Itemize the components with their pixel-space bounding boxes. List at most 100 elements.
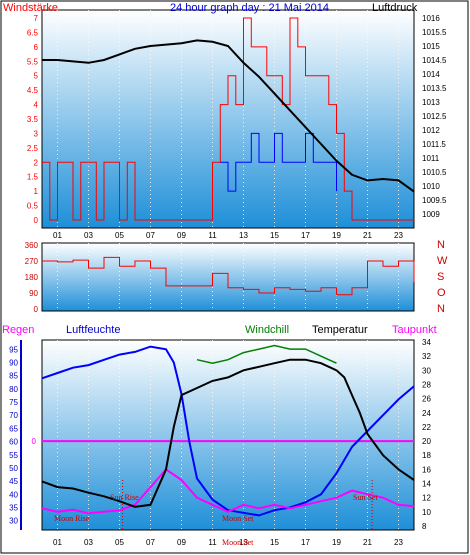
right-tick-label: 1013 (422, 98, 440, 107)
left-tick-label: 5 (34, 72, 39, 81)
right-tick-label: 1010.5 (422, 168, 447, 177)
rain-tick-label: 0 (32, 437, 37, 446)
dewpoint-label: Taupunkt (392, 324, 437, 336)
left-tick-label: 4.5 (27, 86, 39, 95)
x-tick-label: 13 (239, 231, 248, 240)
wind-strength-label: Windstärke (3, 2, 58, 14)
compass-label: S (437, 271, 444, 283)
x-tick-label: 01 (53, 538, 62, 547)
right-tick-label: 1016 (422, 14, 440, 23)
direction-tick-label: 180 (25, 273, 39, 282)
humidity-tick-label: 55 (9, 451, 18, 460)
right-tick-label: 1015.5 (422, 28, 447, 37)
x-tick-label: 21 (363, 538, 372, 547)
temperature-tick-label: 22 (422, 423, 431, 432)
direction-tick-label: 270 (25, 257, 39, 266)
temperature-tick-label: 30 (422, 366, 431, 375)
temp-humidity-panel: 30 35 40 45 50 55 60 65 70 75 80 85 90 95 0 8 10 12 14 16 1… (2, 324, 437, 547)
temperature-tick-label: 16 (422, 465, 431, 474)
humidity-tick-label: 40 (9, 490, 18, 499)
x-tick-label: 19 (332, 538, 341, 547)
temperature-tick-label: 24 (422, 409, 431, 418)
wind-pressure-plot-area (41, 9, 415, 229)
moon-set-annotation-bottom: Moon Set (222, 538, 254, 547)
x-tick-label: 07 (146, 538, 155, 547)
x-tick-label: 11 (208, 231, 217, 240)
wind-pressure-panel: 0 0.5 1 1.5 2 2.5 3 3.5 4 4.5 5 5.5 6 6.5 7 1009 1009.5… (3, 2, 447, 240)
temperature-tick-label: 20 (422, 437, 431, 446)
temperature-tick-label: 10 (422, 508, 431, 517)
temperature-tick-label: 12 (422, 494, 431, 503)
temperature-label: Temperatur (312, 324, 368, 336)
chart-title: 24 hour graph day : 21 Mai 2014 (170, 2, 329, 14)
humidity-tick-label: 50 (9, 464, 18, 473)
left-tick-label: 2 (34, 158, 39, 167)
x-tick-label: 23 (394, 231, 403, 240)
compass-label: W (437, 255, 448, 267)
dewpoint-series (41, 468, 415, 515)
wind-average-series (220, 132, 337, 192)
right-tick-label: 1012 (422, 126, 440, 135)
left-tick-label: 2.5 (27, 144, 39, 153)
left-tick-label: 5.5 (27, 57, 39, 66)
right-tick-label: 1010 (422, 182, 440, 191)
pressure-series (42, 39, 415, 193)
rain-label: Regen (2, 324, 34, 336)
right-tick-label: 1011 (422, 154, 440, 163)
moon-rise-annotation: Moon Rise (54, 514, 90, 523)
right-tick-label: 1015 (422, 42, 440, 51)
direction-tick-label: 360 (25, 241, 39, 250)
left-tick-label: 7 (34, 14, 39, 23)
moon-set-annotation: Moon Set (222, 514, 254, 523)
left-tick-label: 1 (34, 187, 39, 196)
left-tick-label: 0.5 (27, 202, 39, 211)
right-tick-label: 1014 (422, 70, 440, 79)
left-tick-label: 1.5 (27, 173, 39, 182)
compass-label: O (437, 287, 446, 299)
wind-gust-series (42, 17, 414, 221)
pressure-label: Luftdruck (372, 2, 418, 14)
left-tick-label: 6 (34, 43, 39, 52)
temp-humidity-plot-area (41, 339, 415, 531)
x-tick-label: 05 (115, 231, 124, 240)
temperature-tick-label: 28 (422, 380, 431, 389)
humidity-tick-label: 35 (9, 504, 18, 513)
humidity-tick-label: 95 (9, 345, 18, 354)
temperature-tick-label: 32 (422, 352, 431, 361)
x-tick-label: 09 (177, 231, 186, 240)
right-tick-label: 1009.5 (422, 196, 447, 205)
x-tick-label: 17 (301, 231, 310, 240)
temperature-tick-label: 8 (422, 522, 427, 531)
x-tick-label: 07 (146, 231, 155, 240)
right-tick-label: 1011.5 (422, 140, 446, 149)
humidity-tick-label: 70 (9, 411, 18, 420)
x-tick-label: 23 (394, 538, 403, 547)
windchill-label: Windchill (245, 324, 289, 336)
left-tick-label: 3 (34, 129, 39, 138)
left-tick-label: 4 (34, 101, 39, 110)
right-tick-label: 1014.5 (422, 56, 447, 65)
sun-set-annotation: Sun Set (353, 493, 378, 502)
humidity-tick-label: 90 (9, 358, 18, 367)
x-tick-label: 17 (301, 538, 310, 547)
x-tick-label: 15 (270, 538, 279, 547)
temperature-tick-label: 26 (422, 395, 431, 404)
x-tick-label: 21 (363, 231, 372, 240)
humidity-series (41, 345, 415, 517)
x-tick-label: 03 (84, 231, 93, 240)
right-tick-label: 1009 (422, 210, 440, 219)
right-tick-label: 1013.5 (422, 84, 447, 93)
x-tick-label: 19 (332, 231, 341, 240)
temperature-series (41, 358, 415, 508)
temperature-tick-label: 34 (422, 338, 431, 347)
right-tick-label: 1012.5 (422, 112, 447, 121)
x-tick-label: 11 (208, 538, 217, 547)
temperature-tick-label: 14 (422, 480, 431, 489)
compass-label: N (437, 239, 445, 251)
wind-direction-series (42, 256, 415, 296)
humidity-tick-label: 75 (9, 398, 18, 407)
humidity-tick-label: 85 (9, 372, 18, 381)
humidity-tick-label: 80 (9, 385, 18, 394)
